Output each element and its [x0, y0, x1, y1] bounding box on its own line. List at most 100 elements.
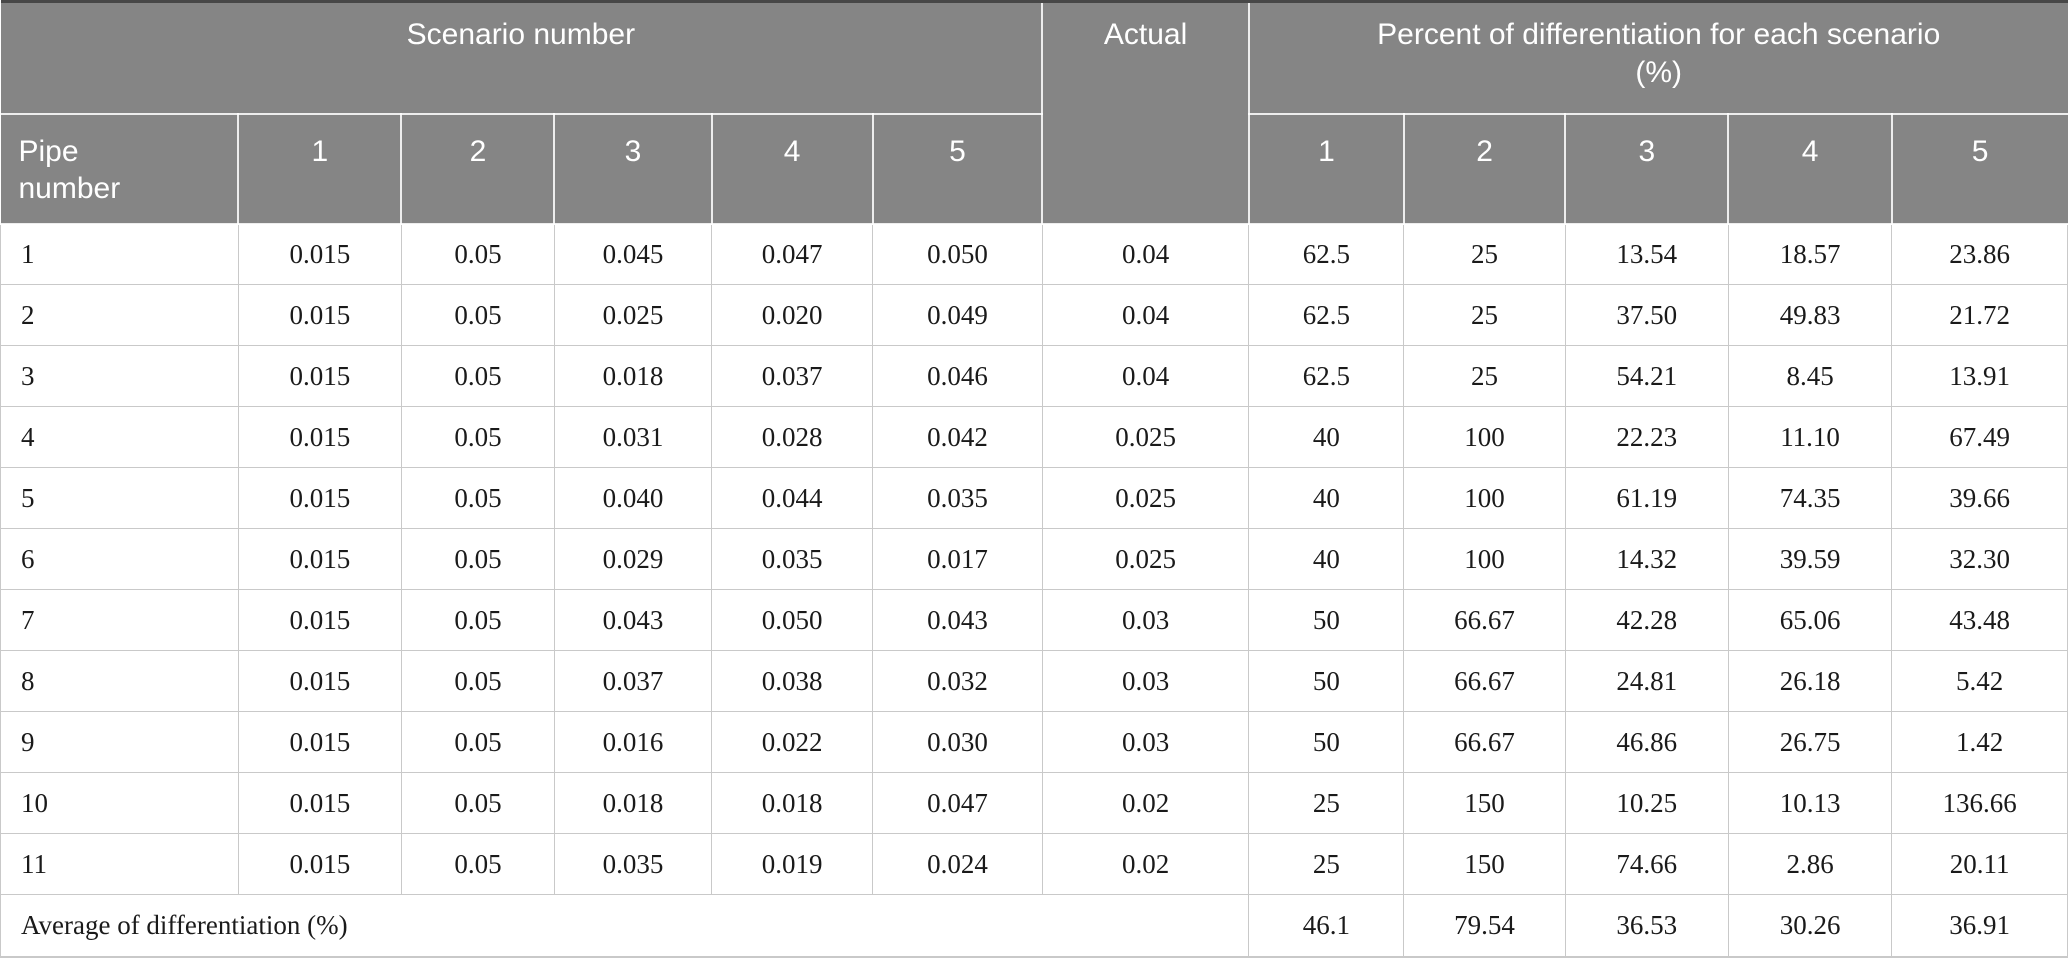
average-value-cell-3: 36.53	[1564, 894, 1729, 957]
scenario-1-value-cell: 0.015	[237, 650, 402, 712]
scenario-2-value-cell: 0.05	[400, 345, 555, 407]
percent-5-value-cell: 1.42	[1891, 711, 2068, 773]
scenario-1-value-cell: 0.015	[237, 833, 402, 895]
scenario-3-value-cell: 0.035	[553, 833, 713, 895]
percent-2-value-cell: 66.67	[1403, 589, 1566, 651]
percent-5-value-cell: 43.48	[1891, 589, 2068, 651]
actual-value-cell: 0.025	[1041, 528, 1250, 590]
table-row: 2 0.015 0.05 0.025 0.020 0.049 0.04 62.5 25 37.50…	[0, 284, 2068, 346]
percent-4-value-cell: 18.57	[1727, 223, 1893, 285]
percent-4-value-cell: 74.35	[1727, 467, 1893, 529]
percent-col-header-1: 1	[1247, 112, 1405, 225]
table-row: 7 0.015 0.05 0.043 0.050 0.043 0.03 50 66.67 42.2…	[0, 589, 2068, 651]
percent-4-value-cell: 8.45	[1727, 345, 1893, 407]
percent-4-value-cell: 65.06	[1727, 589, 1893, 651]
header-group-row: Scenario number Actual Percent of differ…	[0, 1, 2068, 225]
table-header: Scenario number Actual Percent of differ…	[0, 1, 2068, 225]
percent-4-value-cell: 10.13	[1727, 772, 1893, 834]
scenario-2-value-cell: 0.05	[400, 650, 555, 712]
scenario-4-value-cell: 0.019	[711, 833, 874, 895]
percent-1-value-cell: 50	[1248, 650, 1405, 712]
actual-value-cell: 0.025	[1041, 467, 1250, 529]
actual-label: Actual	[1103, 18, 1188, 51]
scenario-2-value-cell: 0.05	[400, 772, 555, 834]
percent-3-value-cell: 13.54	[1564, 223, 1729, 285]
scenario-3-value-cell: 0.045	[553, 223, 713, 285]
table-row: 9 0.015 0.05 0.016 0.022 0.030 0.03 50 66.67 46.8…	[0, 711, 2068, 773]
percent-1-value-cell: 62.5	[1248, 284, 1405, 346]
scenario-5-value-cell: 0.017	[872, 528, 1043, 590]
average-value-cell-1: 46.1	[1248, 894, 1405, 957]
average-value-cell-2: 79.54	[1403, 894, 1566, 957]
average-row: Average of differentiation (%) 46.1 79.54…	[0, 894, 2068, 957]
percent-4-value-cell: 39.59	[1727, 528, 1893, 590]
percent-5-value-cell: 5.42	[1891, 650, 2068, 712]
scenario-3-value-cell: 0.031	[553, 406, 713, 468]
scenario-4-value-cell: 0.035	[711, 528, 874, 590]
scenario-2-value-cell: 0.05	[400, 406, 555, 468]
percent-3-value-cell: 10.25	[1564, 772, 1729, 834]
table-row: 8 0.015 0.05 0.037 0.038 0.032 0.03 50 66.67 24.8…	[0, 650, 2068, 712]
scenario-4-value-cell: 0.018	[711, 772, 874, 834]
percent-3-value-cell: 22.23	[1564, 406, 1729, 468]
scenario-2-value-cell: 0.05	[400, 467, 555, 529]
pipe-number-cell: 8	[0, 650, 239, 712]
scenario-4-value-cell: 0.044	[711, 467, 874, 529]
percent-col-header-4: 4	[1727, 112, 1893, 225]
scenario-5-value-cell: 0.046	[872, 345, 1043, 407]
percent-2-value-cell: 100	[1403, 528, 1566, 590]
percent-3-value-cell: 74.66	[1564, 833, 1729, 895]
percent-4-value-cell: 26.18	[1727, 650, 1893, 712]
actual-value-cell: 0.04	[1041, 284, 1250, 346]
differentiation-table: Scenario number Actual Percent of differ…	[0, 0, 2068, 958]
scenario-5-value-cell: 0.024	[872, 833, 1043, 895]
scenario-5-value-cell: 0.049	[872, 284, 1043, 346]
scenario-group-header: Scenario number	[0, 1, 1044, 115]
actual-value-cell: 0.03	[1041, 711, 1250, 773]
percent-1-value-cell: 62.5	[1248, 223, 1405, 285]
scenario-4-value-cell: 0.037	[711, 345, 874, 407]
percent-2-value-cell: 25	[1403, 345, 1566, 407]
table-body: 1 0.015 0.05 0.045 0.047 0.050 0.04 62.5 25 13.54…	[0, 223, 2068, 895]
scenario-3-value-cell: 0.025	[553, 284, 713, 346]
table-row: 3 0.015 0.05 0.018 0.037 0.046 0.04 62.5 25 54.21…	[0, 345, 2068, 407]
percent-5-value-cell: 136.66	[1891, 772, 2068, 834]
scenario-1-value-cell: 0.015	[237, 345, 402, 407]
scenario-4-value-cell: 0.028	[711, 406, 874, 468]
scenario-group-label: Scenario number	[406, 18, 636, 51]
scenario-2-value-cell: 0.05	[400, 528, 555, 590]
pipe-number-cell: 4	[0, 406, 239, 468]
scenario-1-value-cell: 0.015	[237, 528, 402, 590]
scenario-col-header-4: 4	[710, 112, 874, 225]
percent-1-value-cell: 25	[1248, 772, 1405, 834]
percent-5-value-cell: 20.11	[1891, 833, 2068, 895]
scenario-1-value-cell: 0.015	[237, 589, 402, 651]
percent-1-value-cell: 50	[1248, 589, 1405, 651]
pipe-number-cell: 2	[0, 284, 239, 346]
percent-1-value-cell: 25	[1248, 833, 1405, 895]
percent-1-value-cell: 50	[1248, 711, 1405, 773]
scenario-4-value-cell: 0.050	[711, 589, 874, 651]
scenario-5-value-cell: 0.042	[872, 406, 1043, 468]
actual-value-cell: 0.025	[1041, 406, 1250, 468]
scenario-4-value-cell: 0.047	[711, 223, 874, 285]
table-row: 1 0.015 0.05 0.045 0.047 0.050 0.04 62.5 25 13.54…	[0, 223, 2068, 285]
percent-5-value-cell: 13.91	[1891, 345, 2068, 407]
pipe-number-cell: 6	[0, 528, 239, 590]
percent-2-value-cell: 150	[1403, 772, 1566, 834]
percent-1-value-cell: 40	[1248, 467, 1405, 529]
percent-group-label: Percent of differentiation for each scen…	[1377, 18, 1941, 89]
percent-3-value-cell: 42.28	[1564, 589, 1729, 651]
percent-4-value-cell: 26.75	[1727, 711, 1893, 773]
scenario-5-value-cell: 0.050	[872, 223, 1043, 285]
percent-3-value-cell: 46.86	[1564, 711, 1729, 773]
percent-2-value-cell: 25	[1403, 223, 1566, 285]
percent-3-value-cell: 54.21	[1564, 345, 1729, 407]
percent-2-value-cell: 150	[1403, 833, 1566, 895]
actual-value-cell: 0.02	[1041, 772, 1250, 834]
table-row: 10 0.015 0.05 0.018 0.018 0.047 0.02 25 150 10.25…	[0, 772, 2068, 834]
table-row: 11 0.015 0.05 0.035 0.019 0.024 0.02 25 150 74.66…	[0, 833, 2068, 895]
percent-2-value-cell: 66.67	[1403, 711, 1566, 773]
scenario-col-header-5: 5	[871, 112, 1044, 225]
